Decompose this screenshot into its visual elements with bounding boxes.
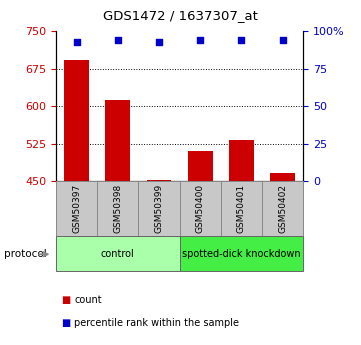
Text: GSM50400: GSM50400 — [196, 184, 205, 233]
Bar — [180, 236, 303, 271]
Text: spotted-dick knockdown: spotted-dick knockdown — [182, 249, 301, 258]
Text: GSM50401: GSM50401 — [237, 184, 246, 233]
Point — [115, 37, 121, 43]
Bar — [97, 181, 138, 236]
Text: GSM50402: GSM50402 — [278, 184, 287, 233]
Text: GSM50397: GSM50397 — [72, 184, 81, 233]
Bar — [262, 181, 303, 236]
Bar — [56, 181, 97, 236]
Text: GDS1472 / 1637307_at: GDS1472 / 1637307_at — [103, 9, 258, 22]
Point — [239, 37, 244, 43]
Text: ■: ■ — [61, 318, 71, 327]
Text: count: count — [74, 295, 102, 305]
Text: ■: ■ — [61, 295, 71, 305]
Point — [280, 37, 286, 43]
Text: GSM50398: GSM50398 — [113, 184, 122, 233]
Point — [156, 39, 162, 44]
Point — [74, 39, 79, 44]
Bar — [105, 100, 130, 181]
Text: percentile rank within the sample: percentile rank within the sample — [74, 318, 239, 327]
Bar — [147, 180, 171, 181]
Text: GSM50399: GSM50399 — [155, 184, 164, 233]
Bar — [138, 181, 180, 236]
Bar — [221, 181, 262, 236]
Text: control: control — [101, 249, 135, 258]
Text: protocol: protocol — [4, 249, 46, 259]
Bar — [229, 140, 254, 181]
Bar — [270, 172, 295, 181]
Bar — [64, 60, 89, 181]
Point — [197, 37, 203, 43]
Bar — [188, 151, 213, 181]
Bar — [56, 236, 180, 271]
Bar — [180, 181, 221, 236]
